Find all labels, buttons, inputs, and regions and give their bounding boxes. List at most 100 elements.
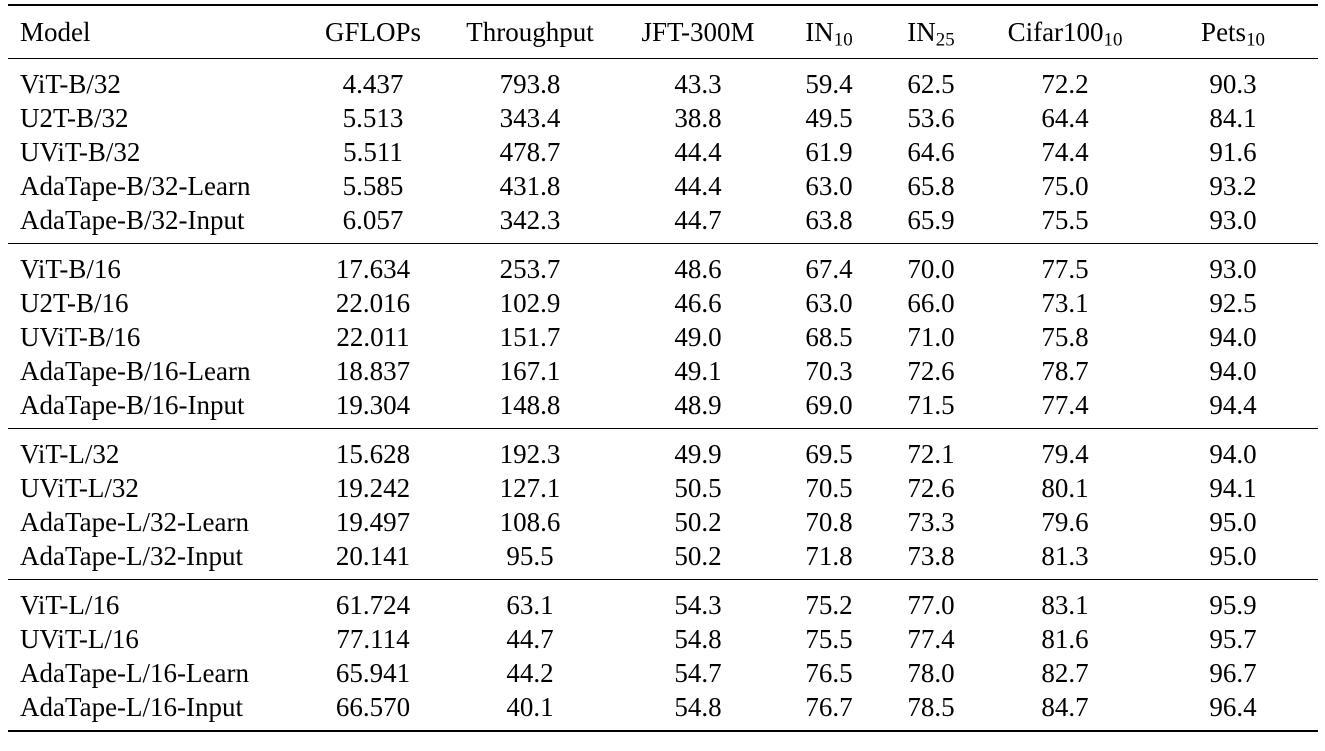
cell-model: UViT-L/16 <box>20 624 139 654</box>
cell-throughput: 793.8 <box>499 69 561 99</box>
cell-cifar100: 83.1 <box>982 579 1148 622</box>
table-row: U2T-B/32 5.513 343.4 38.8 49.5 53.6 64.4 84.1 <box>8 101 1318 135</box>
header-in25: IN25 <box>880 4 982 59</box>
cell-in25: 53.6 <box>907 103 955 133</box>
cell-gflops: 5.511 <box>343 137 403 167</box>
cell-jft-300m: 49.1 <box>674 356 722 386</box>
cell-jft-300m: 50.5 <box>674 473 722 503</box>
cell-in10: 49.5 <box>805 103 853 133</box>
cell-jft-300m: 43.3 <box>674 69 722 99</box>
cell-in10: 76.5 <box>805 658 853 688</box>
cell-model: AdaTape-L/32-Input <box>20 541 244 571</box>
cell-pets10: 93.0 <box>1209 205 1257 235</box>
cell-in10: 63.0 <box>805 171 853 201</box>
cell-pets10: 94.0 <box>1148 428 1318 471</box>
cell-jft-300m: 49.9 <box>618 428 778 471</box>
cell-cifar100: 77.4 <box>1041 390 1089 420</box>
cell-gflops: 22.011 <box>336 322 410 352</box>
cell-jft-300m: 44.4 <box>674 137 722 167</box>
cell-throughput: 167.1 <box>499 356 561 386</box>
cell-cifar100: 79.4 <box>982 428 1148 471</box>
cell-gflops: 18.837 <box>335 356 411 386</box>
cell-model: AdaTape-B/16-Learn <box>20 356 251 386</box>
header-pets10-subscript: 10 <box>1246 29 1265 51</box>
cell-pets10: 96.4 <box>1148 690 1318 732</box>
cell-gflops: 19.242 <box>335 473 411 503</box>
header-cifar100-subscript: 10 <box>1103 29 1123 51</box>
cell-in10: 69.0 <box>805 390 853 420</box>
header-cifar100: Cifar10010 <box>982 4 1148 59</box>
cell-gflops: 20.141 <box>335 541 411 571</box>
cell-in10: 75.5 <box>805 624 853 654</box>
table-row: AdaTape-L/32-Learn 19.497 108.6 50.2 70.8 73.… <box>8 505 1318 539</box>
table-row: AdaTape-B/32-Learn 5.585 431.8 44.4 63.0 65.8… <box>8 169 1318 203</box>
cell-pets10: 91.6 <box>1209 137 1257 167</box>
cell-in10: 63.8 <box>805 205 853 235</box>
cell-cifar100: 81.6 <box>1041 624 1089 654</box>
cell-throughput: 478.7 <box>499 137 561 167</box>
cell-in10: 71.8 <box>805 541 853 571</box>
table-row: AdaTape-B/32-Input 6.057 342.3 44.7 63.8 65.9… <box>8 203 1318 244</box>
row-group: ViT-B/16 17.634 253.7 48.6 67.4 70.0 77.5 93.0 U… <box>8 243 1318 429</box>
cell-in25: 78.5 <box>880 690 982 732</box>
header-in25-subscript: 25 <box>935 29 955 51</box>
table-row: ViT-L/32 15.628 192.3 49.9 69.5 72.1 79.4 94.0 <box>8 428 1318 471</box>
cell-cifar100: 82.7 <box>1041 658 1089 688</box>
cell-throughput: 192.3 <box>442 428 618 471</box>
cell-pets10: 94.0 <box>1209 356 1257 386</box>
cell-model: AdaTape-B/16-Input <box>20 390 245 420</box>
cell-in10: 61.9 <box>805 137 853 167</box>
cell-gflops: 19.497 <box>335 507 411 537</box>
cell-throughput: 102.9 <box>499 288 561 318</box>
cell-jft-300m: 54.3 <box>618 579 778 622</box>
header-pets10: Pets10 <box>1148 4 1318 59</box>
cell-gflops: 15.628 <box>304 428 442 471</box>
cell-model: AdaTape-L/32-Learn <box>20 507 249 537</box>
cell-throughput: 108.6 <box>499 507 561 537</box>
cell-model: AdaTape-L/16-Input <box>8 690 304 732</box>
cell-model: AdaTape-B/32-Learn <box>20 171 251 201</box>
cell-jft-300m: 50.2 <box>674 541 722 571</box>
cell-gflops: 5.513 <box>342 103 404 133</box>
cell-jft-300m: 44.4 <box>674 171 722 201</box>
row-group: ViT-L/16 61.724 63.1 54.3 75.2 77.0 83.1 95.9 UV… <box>8 579 1318 732</box>
cell-jft-300m: 44.7 <box>674 205 722 235</box>
header-throughput: Throughput <box>442 4 618 59</box>
cell-gflops: 22.016 <box>335 288 411 318</box>
cell-pets10: 93.0 <box>1148 243 1318 286</box>
cell-in25: 78.0 <box>907 658 955 688</box>
table-row: ViT-B/16 17.634 253.7 48.6 67.4 70.0 77.5 93.0 <box>8 243 1318 286</box>
cell-throughput: 44.7 <box>506 624 554 654</box>
cell-throughput: 148.8 <box>499 390 561 420</box>
cell-pets10: 95.0 <box>1209 541 1257 571</box>
cell-in25: 71.5 <box>907 390 955 420</box>
cell-throughput: 44.2 <box>506 658 554 688</box>
cell-throughput: 95.5 <box>506 541 554 571</box>
table-row: AdaTape-L/32-Input 20.141 95.5 50.2 71.8 73.8… <box>8 539 1318 580</box>
cell-jft-300m: 46.6 <box>674 288 722 318</box>
cell-cifar100: 64.4 <box>1041 103 1089 133</box>
cell-in10: 69.5 <box>778 428 880 471</box>
cell-cifar100: 75.8 <box>1041 322 1089 352</box>
cell-model: UViT-L/32 <box>20 473 139 503</box>
table-row: AdaTape-B/16-Learn 18.837 167.1 49.1 70.3 72.… <box>8 354 1318 388</box>
cell-gflops: 5.585 <box>342 171 404 201</box>
table-row: ViT-L/16 61.724 63.1 54.3 75.2 77.0 83.1 95.9 <box>8 579 1318 622</box>
cell-cifar100: 75.5 <box>1041 205 1089 235</box>
cell-throughput: 127.1 <box>499 473 561 503</box>
cell-cifar100: 81.3 <box>1041 541 1089 571</box>
cell-jft-300m: 48.9 <box>674 390 722 420</box>
cell-in10: 67.4 <box>778 243 880 286</box>
cell-pets10: 95.9 <box>1148 579 1318 622</box>
cell-in25: 70.0 <box>880 243 982 286</box>
results-table: Model GFLOPs Throughput JFT-300M IN10 IN… <box>8 4 1318 732</box>
cell-gflops: 65.941 <box>335 658 411 688</box>
cell-model: UViT-B/16 <box>20 322 141 352</box>
header-row: Model GFLOPs Throughput JFT-300M IN10 IN… <box>8 4 1318 59</box>
cell-jft-300m: 48.6 <box>618 243 778 286</box>
cell-throughput: 431.8 <box>499 171 561 201</box>
cell-model: U2T-B/32 <box>20 103 129 133</box>
cell-gflops: 17.634 <box>304 243 442 286</box>
table-row: U2T-B/16 22.016 102.9 46.6 63.0 66.0 73.1 92.5 <box>8 286 1318 320</box>
cell-jft-300m: 50.2 <box>674 507 722 537</box>
